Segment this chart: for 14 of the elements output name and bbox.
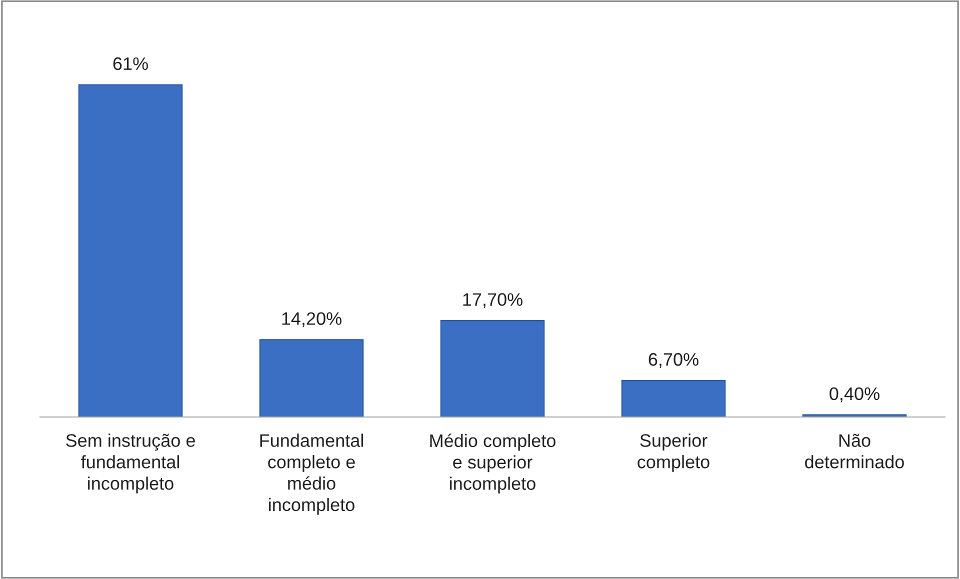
x-tick-label: Superior completo (638, 434, 710, 472)
data-label: 6,70% (648, 353, 698, 368)
data-label: 61% (113, 57, 148, 70)
x-tick-label: Sem instrução e fundamental incompleto (66, 434, 195, 494)
x-tick-label: Fundamental completo e médio incompleto (260, 434, 363, 515)
bar (78, 84, 183, 417)
bar (621, 380, 726, 417)
data-label: 17,70% (463, 293, 522, 308)
data-label: 14,20% (282, 312, 342, 328)
data-label: 0,40% (830, 387, 880, 402)
bar (259, 339, 364, 417)
bar (440, 320, 545, 417)
x-tick-label: Não determinado (805, 434, 904, 468)
x-tick-label: Médio completo e superior incompleto (430, 434, 556, 494)
